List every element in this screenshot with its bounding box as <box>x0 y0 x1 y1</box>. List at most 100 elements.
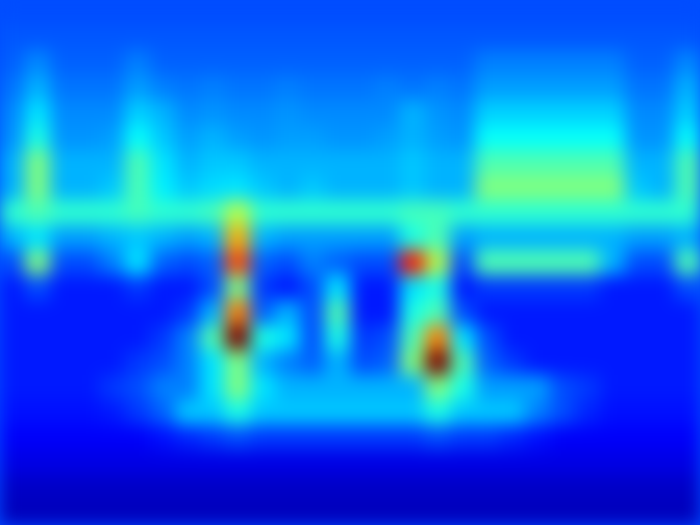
cell <box>600 450 626 476</box>
cell <box>325 350 351 376</box>
cell <box>250 250 276 276</box>
cell <box>250 475 276 501</box>
cell <box>175 0 201 26</box>
cell <box>25 400 51 426</box>
cell <box>50 500 76 525</box>
cell <box>600 375 626 401</box>
cell <box>275 150 301 176</box>
cell <box>575 250 601 276</box>
cell <box>375 175 401 201</box>
cell <box>175 275 201 301</box>
cell <box>400 450 426 476</box>
cell <box>100 200 126 226</box>
cell <box>575 325 601 351</box>
cell <box>525 50 551 76</box>
cell <box>650 125 676 151</box>
cell <box>150 325 176 351</box>
cell <box>225 500 251 525</box>
cell <box>525 225 551 251</box>
cell <box>550 25 576 51</box>
cell <box>475 25 501 51</box>
cell <box>150 250 176 276</box>
cell <box>350 450 376 476</box>
cell <box>25 425 51 451</box>
cell <box>125 175 151 201</box>
cell <box>300 225 326 251</box>
cell <box>275 450 301 476</box>
cell <box>250 500 276 525</box>
cell <box>425 100 451 126</box>
cell <box>250 275 276 301</box>
cell <box>200 450 226 476</box>
cell <box>25 100 51 126</box>
cell <box>225 200 251 226</box>
cell <box>75 150 101 176</box>
cell <box>100 150 126 176</box>
cell <box>575 0 601 26</box>
cell <box>25 500 51 525</box>
cell <box>450 475 476 501</box>
cell <box>475 75 501 101</box>
cell <box>600 225 626 251</box>
cell <box>550 175 576 201</box>
cell <box>250 175 276 201</box>
cell <box>225 150 251 176</box>
cell <box>300 100 326 126</box>
cell <box>650 100 676 126</box>
cell <box>600 125 626 151</box>
cell <box>50 400 76 426</box>
cell <box>225 50 251 76</box>
cell <box>325 400 351 426</box>
cell <box>525 100 551 126</box>
cell <box>0 25 26 51</box>
cell <box>550 475 576 501</box>
cell <box>550 200 576 226</box>
cell <box>200 250 226 276</box>
cell <box>325 50 351 76</box>
cell <box>150 0 176 26</box>
cell <box>200 475 226 501</box>
cell <box>425 150 451 176</box>
cell <box>650 375 676 401</box>
cell <box>325 425 351 451</box>
cell <box>25 475 51 501</box>
cell <box>475 50 501 76</box>
cell <box>250 125 276 151</box>
cell <box>225 225 251 251</box>
cell <box>600 300 626 326</box>
cell <box>200 50 226 76</box>
cell <box>25 50 51 76</box>
cell <box>550 325 576 351</box>
cell <box>0 150 26 176</box>
cell <box>500 150 526 176</box>
cell <box>100 300 126 326</box>
cell <box>375 350 401 376</box>
cell <box>100 125 126 151</box>
cell <box>400 500 426 525</box>
cell <box>225 250 251 276</box>
cell <box>550 50 576 76</box>
cell <box>325 225 351 251</box>
cell <box>675 100 700 126</box>
cell <box>25 200 51 226</box>
cell <box>125 100 151 126</box>
cell <box>425 400 451 426</box>
cell <box>275 400 301 426</box>
cell <box>625 50 651 76</box>
cell <box>500 0 526 26</box>
cell <box>75 325 101 351</box>
cell <box>650 225 676 251</box>
cell <box>175 425 201 451</box>
cell <box>575 125 601 151</box>
cell <box>675 350 700 376</box>
cell <box>675 250 700 276</box>
cell <box>175 25 201 51</box>
cell <box>600 475 626 501</box>
cell <box>100 250 126 276</box>
cell <box>25 75 51 101</box>
cell <box>450 500 476 525</box>
cell <box>600 50 626 76</box>
cell <box>400 125 426 151</box>
cell <box>75 425 101 451</box>
cell <box>450 175 476 201</box>
